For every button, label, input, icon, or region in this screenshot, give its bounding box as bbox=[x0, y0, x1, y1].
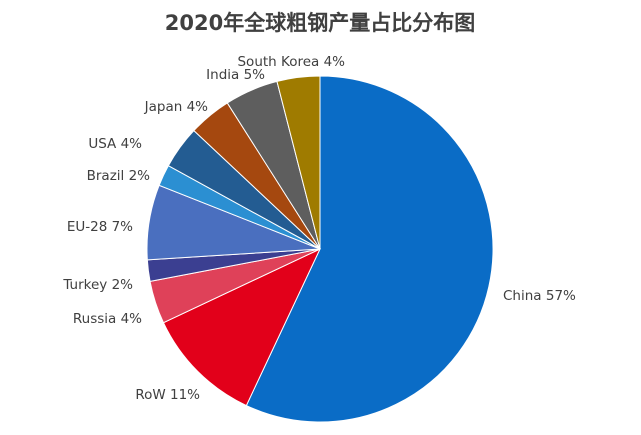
data-label-india: India 5% bbox=[206, 67, 265, 83]
data-label-russia: Russia 4% bbox=[73, 311, 142, 327]
data-label-china: China 57% bbox=[503, 288, 576, 304]
chart-title: 2020年全球粗钢产量占比分布图 bbox=[165, 11, 475, 35]
pie-slice-south-korea bbox=[276, 75, 321, 250]
data-label-brazil: Brazil 2% bbox=[87, 168, 151, 184]
data-label-south-korea: South Korea 4% bbox=[237, 54, 345, 70]
pie-slice-china bbox=[245, 75, 494, 423]
label-group: China 57% RoW 11% Russia 4% Turkey 2% EU-28 … bbox=[62, 54, 576, 403]
data-label-eu-28: EU-28 7% bbox=[67, 219, 133, 235]
data-label-japan: Japan 4% bbox=[144, 99, 209, 115]
data-label-usa: USA 4% bbox=[88, 136, 142, 152]
data-label-row: RoW 11% bbox=[135, 387, 200, 403]
pie-slice-row bbox=[162, 247, 322, 407]
data-label-turkey: Turkey 2% bbox=[62, 277, 133, 293]
pie-group bbox=[146, 75, 494, 423]
